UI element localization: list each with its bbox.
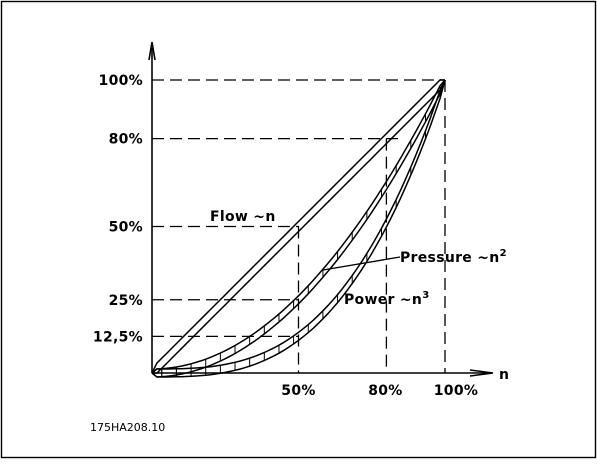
power-label-text: Power ~n [344, 292, 422, 308]
pressure-label-text: Pressure ~n [400, 250, 500, 266]
x-tick-label: 80% [368, 383, 402, 399]
pressure-leader [322, 256, 401, 271]
power-label-sup: 3 [422, 290, 429, 301]
flow-curve-lower [151, 79, 446, 374]
figure-code: 175HA208.10 [90, 421, 165, 434]
x-tick-label: 100% [434, 383, 478, 399]
x-axis-label: n [499, 367, 509, 383]
power-curve-upper [151, 79, 446, 374]
x-axis-arrow [469, 369, 494, 377]
y-axis-arrow [148, 41, 156, 61]
x-tick-labels: 50% 80% 100% [281, 383, 478, 399]
axes [148, 41, 494, 377]
dashed-guides [152, 79, 446, 373]
x-tick-label: 50% [281, 383, 315, 399]
y-tick-label: 25% [109, 293, 143, 309]
y-tick-label: 100% [99, 73, 143, 89]
flow-curve-upper [151, 79, 446, 374]
pressure-label: Pressure ~n2 [400, 248, 507, 266]
pressure-curve-upper [151, 79, 446, 374]
flow-label: Flow ~n [210, 209, 276, 225]
curves [151, 79, 446, 378]
y-tick-label: 80% [109, 132, 143, 148]
pressure-label-sup: 2 [500, 248, 507, 259]
y-tick-label: 12,5% [93, 329, 143, 345]
y-tick-labels: 100% 80% 50% 25% 12,5% [93, 73, 143, 345]
y-tick-label: 50% [109, 220, 143, 236]
power-label: Power ~n3 [344, 290, 429, 308]
